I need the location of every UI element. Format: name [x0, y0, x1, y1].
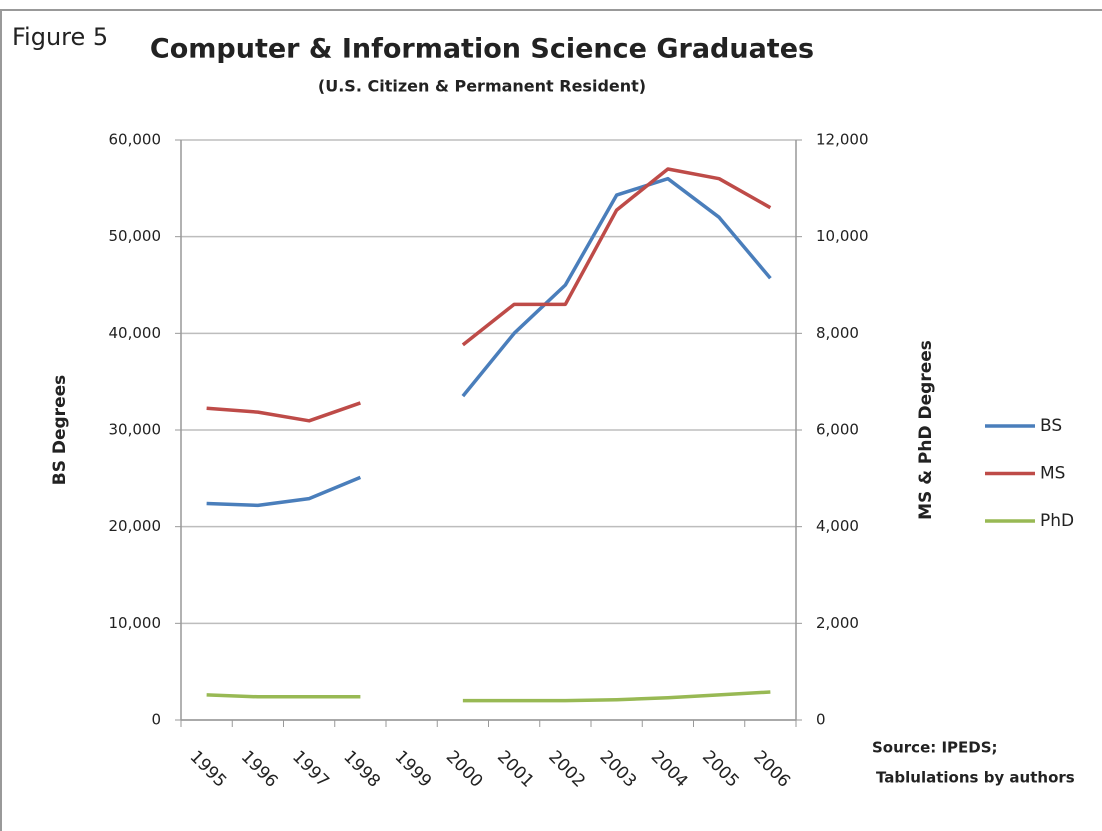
y2-tick-label: 8,000 [816, 324, 859, 342]
y-tick-label: 60,000 [109, 131, 162, 149]
x-tick-label: 2004 [647, 747, 692, 792]
legend-label: MS [1040, 464, 1065, 484]
y-tick-label: 0 [151, 711, 161, 729]
y2-tick-label: 0 [816, 711, 826, 729]
x-tick-label: 2006 [749, 747, 794, 792]
y2-tick-label: 6,000 [816, 421, 859, 439]
series-line [206, 167, 772, 423]
frame [0, 9, 1102, 831]
figure-label: Figure 5 [12, 23, 108, 51]
chart-subtitle: (U.S. Citizen & Permanent Resident) [318, 77, 646, 96]
x-tick-label: 1999 [391, 747, 436, 792]
x-tick-label: 2000 [442, 747, 487, 792]
x-tick-label: 1996 [237, 747, 282, 792]
x-tick-label: 1998 [339, 747, 384, 792]
legend-label: PhD [1040, 511, 1074, 531]
y2-tick-label: 2,000 [816, 614, 859, 632]
series-line [206, 176, 772, 508]
x-tick-label: 1997 [288, 747, 333, 792]
y2-tick-label: 12,000 [816, 131, 869, 149]
x-tick-label: 2005 [698, 747, 743, 792]
y-tick-label: 30,000 [109, 421, 162, 439]
y-axis-label: BS Degrees [50, 375, 70, 486]
series-line [206, 690, 771, 703]
y-tick-label: 50,000 [109, 227, 162, 245]
y-tick-label: 40,000 [109, 324, 162, 342]
y2-tick-label: 10,000 [816, 227, 869, 245]
source-note: Source: IPEDS; [872, 739, 998, 757]
y2-tick-label: 4,000 [816, 517, 859, 535]
x-tick-label: 2001 [493, 747, 538, 792]
legend-label: BS [1040, 416, 1062, 436]
y-tick-label: 10,000 [109, 614, 162, 632]
x-tick-label: 2003 [596, 747, 641, 792]
y-tick-label: 20,000 [109, 517, 162, 535]
source-note: Tablulations by authors [876, 769, 1075, 787]
y2-axis-label: MS & PhD Degrees [916, 340, 936, 520]
x-tick-label: 2002 [544, 747, 589, 792]
chart-title: Computer & Information Science Graduates [150, 34, 814, 65]
x-tick-label: 1995 [186, 747, 231, 792]
